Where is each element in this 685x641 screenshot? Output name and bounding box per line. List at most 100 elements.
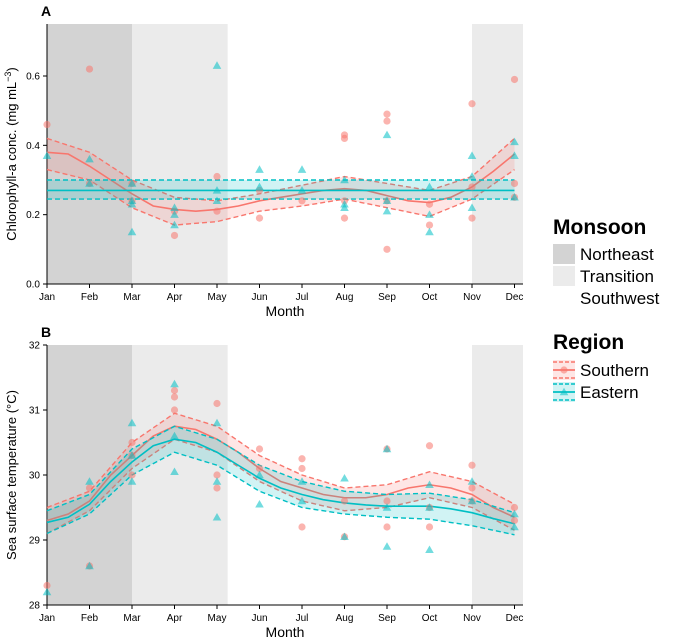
y-tick-label: 0.2 (26, 210, 40, 221)
southern-point (298, 464, 306, 473)
x-tick-label: Oct (422, 292, 438, 303)
eastern-point (382, 206, 392, 215)
x-tick-label: Jan (39, 613, 55, 624)
eastern-point (170, 210, 179, 218)
eastern-point (425, 227, 434, 236)
southern-point (213, 207, 221, 215)
eastern-point (340, 203, 349, 211)
x-tick-label: Apr (167, 613, 183, 624)
legend-monsoon-label-southwest: Southwest (580, 289, 660, 308)
legend-monsoon-swatch-southwest (553, 288, 575, 308)
southern-point (425, 221, 434, 229)
southern-point (383, 245, 391, 253)
southern-point (468, 461, 476, 469)
eastern-point (85, 179, 94, 187)
y-tick-label: 0.0 (26, 280, 40, 291)
x-tick-label: Dec (506, 613, 524, 624)
y-tick-label: 28 (29, 601, 41, 612)
eastern-point (510, 509, 519, 518)
southern-band-upper (46, 137, 515, 202)
x-tick-label: May (208, 292, 227, 303)
southern-point (85, 484, 94, 492)
eastern-point (510, 522, 519, 531)
southern-point (213, 471, 221, 479)
southern-point (468, 214, 476, 222)
eastern-point (85, 477, 94, 485)
y-tick-label: 0.4 (26, 141, 40, 152)
x-tick-label: Jan (39, 292, 55, 303)
southern-point (213, 172, 221, 181)
southern-point (383, 523, 391, 531)
eastern-point (42, 151, 52, 159)
southern-point (213, 484, 221, 492)
eastern-point (212, 477, 222, 485)
y-tick-label: 32 (29, 341, 41, 352)
eastern-point (127, 196, 137, 205)
x-tick-label: Aug (336, 292, 354, 303)
eastern-point (212, 512, 222, 521)
monsoon-band-transition-1 (132, 345, 228, 605)
eastern-point (170, 220, 179, 229)
x-axis-label: Month (266, 624, 305, 640)
eastern-point (212, 196, 222, 205)
southern-point (425, 523, 434, 531)
x-tick-label: Aug (336, 613, 354, 624)
southern-point (298, 523, 306, 531)
southern-point (383, 497, 391, 505)
eastern-point (382, 130, 392, 139)
legend: Monsoon Northeast Transition Southwest Regio… (553, 216, 660, 402)
panel-letter: A (41, 3, 51, 19)
x-tick-label: Nov (463, 292, 481, 303)
monsoon-band-transition-2 (472, 345, 523, 605)
southern-point (468, 100, 476, 108)
y-axis-label-end: ) (4, 67, 19, 71)
southern-point (255, 445, 264, 453)
legend-monsoon-swatch-northeast (553, 244, 575, 264)
eastern-point (425, 545, 434, 553)
southern-point (510, 75, 519, 84)
y-tick-label: 30 (29, 471, 41, 482)
southern-band-lower (46, 438, 515, 535)
eastern-point (297, 496, 307, 505)
eastern-point (382, 196, 392, 205)
eastern-point (85, 154, 94, 163)
panel-letter: B (41, 324, 51, 340)
eastern-point (425, 480, 434, 488)
eastern-point (425, 182, 434, 191)
eastern-point (510, 151, 519, 159)
eastern-point (127, 227, 137, 236)
eastern-confidence-band (47, 180, 515, 200)
eastern-point (340, 532, 349, 540)
eastern-point (467, 477, 477, 485)
legend-region-label-southern: Southern (580, 361, 649, 380)
eastern-confidence-band (47, 426, 515, 535)
southern-point (170, 406, 179, 414)
legend-region-title: Region (553, 331, 624, 354)
southern-point (510, 503, 519, 512)
eastern-point (127, 451, 137, 459)
y-axis-label-main: Chlorophyll-a conc. (mg mL (4, 82, 19, 241)
y-axis-label: Sea surface temperature (°C) (4, 390, 19, 560)
eastern-point (42, 587, 52, 596)
x-tick-label: Sep (378, 613, 396, 624)
southern-point (468, 484, 476, 492)
southern-point (170, 386, 179, 395)
panel-a: 0.0 0.2 0.4 0.6 Jan Feb Mar Apr May Jun Jul Aug Sep O… (3, 3, 523, 319)
eastern-point (170, 203, 179, 211)
eastern-point (255, 499, 264, 508)
y-tick-label: 0.6 (26, 72, 40, 83)
southern-point (340, 214, 349, 222)
eastern-fit-line (46, 438, 515, 525)
southern-point (425, 442, 434, 450)
eastern-point (85, 561, 94, 570)
legend-monsoon-title: Monsoon (553, 216, 646, 239)
southern-point (298, 455, 306, 463)
southern-point (255, 464, 264, 473)
x-tick-label: Jul (296, 613, 309, 624)
eastern-point (212, 418, 222, 427)
y-axis-label-main: Sea surface temperature (°C) (4, 390, 19, 560)
southern-point (425, 200, 434, 208)
southern-point (298, 197, 306, 205)
eastern-point (127, 418, 137, 427)
y-tick-label: 29 (29, 536, 41, 547)
